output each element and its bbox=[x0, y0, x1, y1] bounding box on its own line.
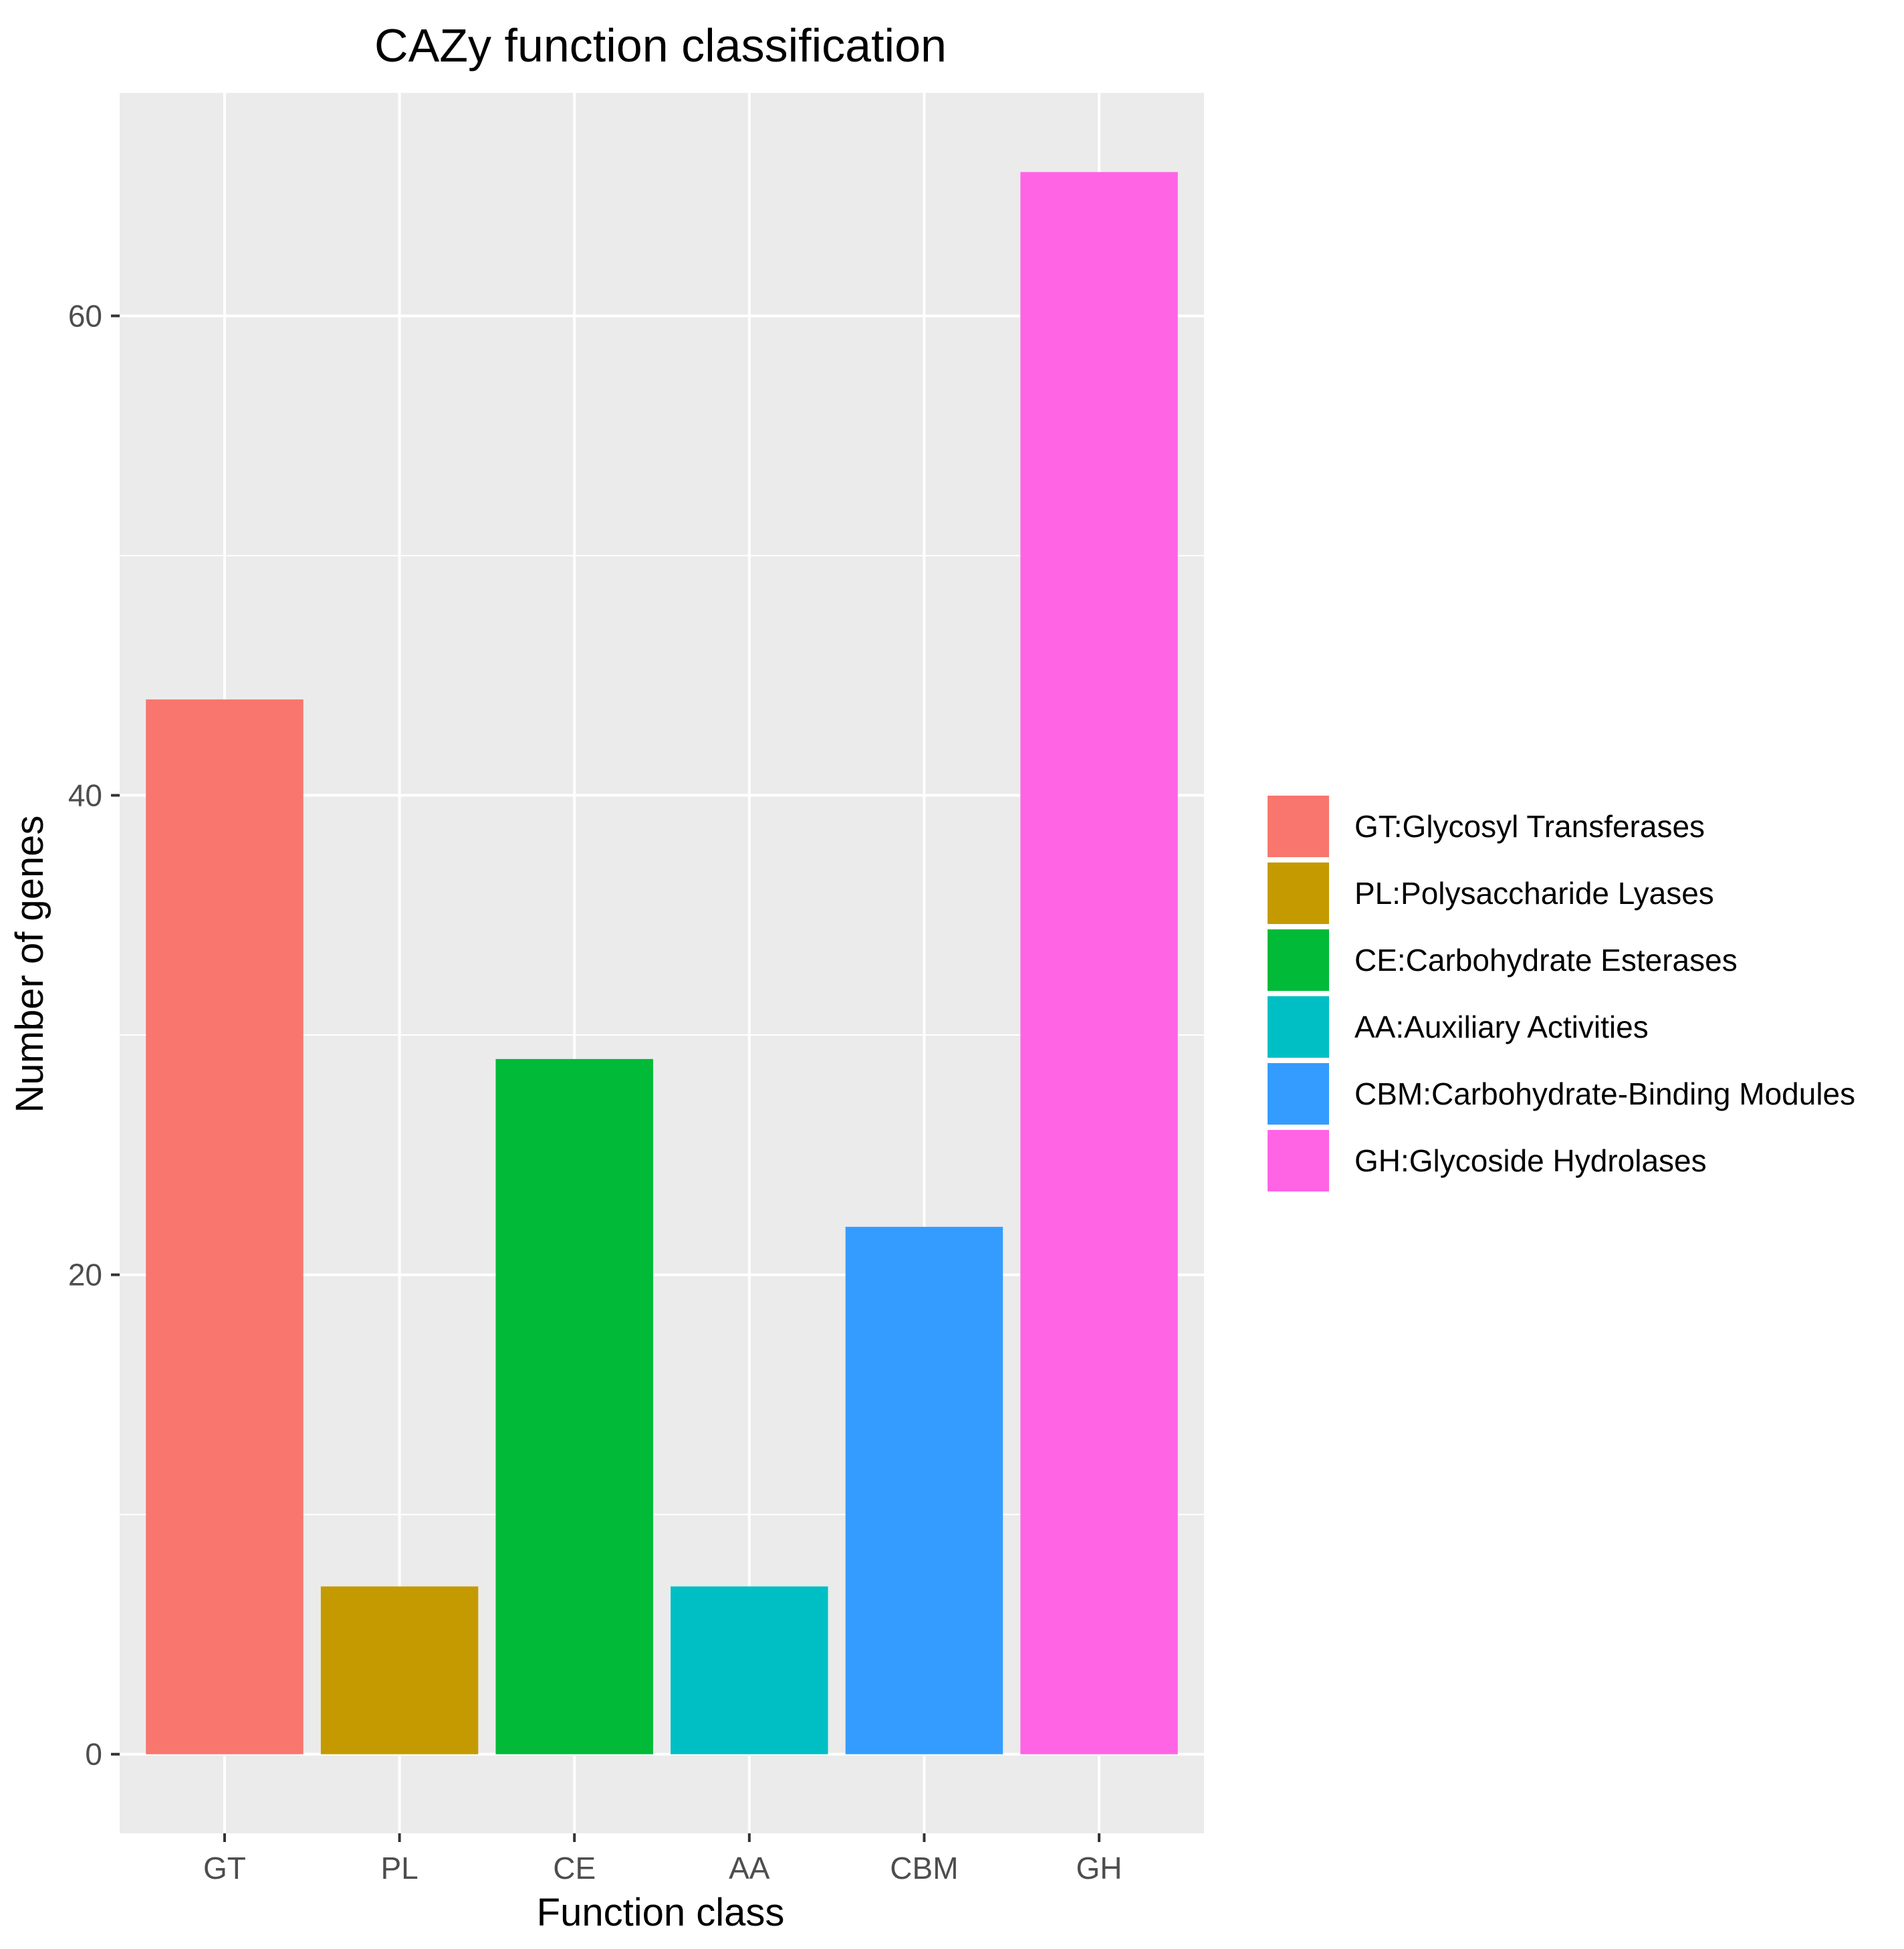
x-axis: GT PL CE AA CBM GH bbox=[203, 1833, 1122, 1885]
x-axis-title: Function class bbox=[537, 1891, 785, 1934]
legend-key bbox=[1265, 1127, 1332, 1194]
chart-title: CAZy function classification bbox=[374, 19, 947, 72]
legend-key bbox=[1265, 793, 1332, 860]
x-tick-label: AA bbox=[729, 1851, 770, 1885]
x-tick-label: GT bbox=[203, 1851, 246, 1885]
bar-gt bbox=[146, 699, 304, 1754]
legend-label: CE:Carbohydrate Esterases bbox=[1354, 943, 1738, 978]
y-tick-label: 60 bbox=[68, 298, 102, 333]
legend-key bbox=[1265, 994, 1332, 1060]
bar-aa bbox=[671, 1586, 828, 1754]
bar-ce bbox=[495, 1058, 653, 1754]
bar-cbm bbox=[845, 1226, 1003, 1754]
bars bbox=[146, 172, 1178, 1754]
legend-label: CBM:Carbohydrate-Binding Modules bbox=[1354, 1076, 1855, 1111]
bar-pl bbox=[320, 1586, 479, 1754]
legend-key bbox=[1265, 1060, 1332, 1127]
legend: GT:Glycosyl Transferases PL:Polysaccharid… bbox=[1265, 793, 1855, 1194]
legend-label: GH:Glycoside Hydrolases bbox=[1354, 1143, 1707, 1178]
legend-label: PL:Polysaccharide Lyases bbox=[1354, 876, 1714, 911]
legend-label: GT:Glycosyl Transferases bbox=[1354, 809, 1705, 844]
y-axis-title: Number of genes bbox=[8, 816, 51, 1113]
bar-gh bbox=[1020, 172, 1178, 1754]
y-tick-label: 20 bbox=[68, 1258, 102, 1292]
x-tick-label: PL bbox=[380, 1851, 418, 1885]
y-tick-label: 0 bbox=[85, 1737, 102, 1772]
x-tick-label: CE bbox=[553, 1851, 596, 1885]
legend-key bbox=[1265, 927, 1332, 994]
y-axis: 0 20 40 60 bbox=[68, 298, 120, 1772]
y-tick-label: 40 bbox=[68, 778, 102, 813]
legend-label: AA:Auxiliary Activities bbox=[1354, 1010, 1649, 1044]
x-tick-label: GH bbox=[1076, 1851, 1122, 1885]
x-tick-label: CBM bbox=[890, 1851, 958, 1885]
legend-key bbox=[1265, 860, 1332, 927]
